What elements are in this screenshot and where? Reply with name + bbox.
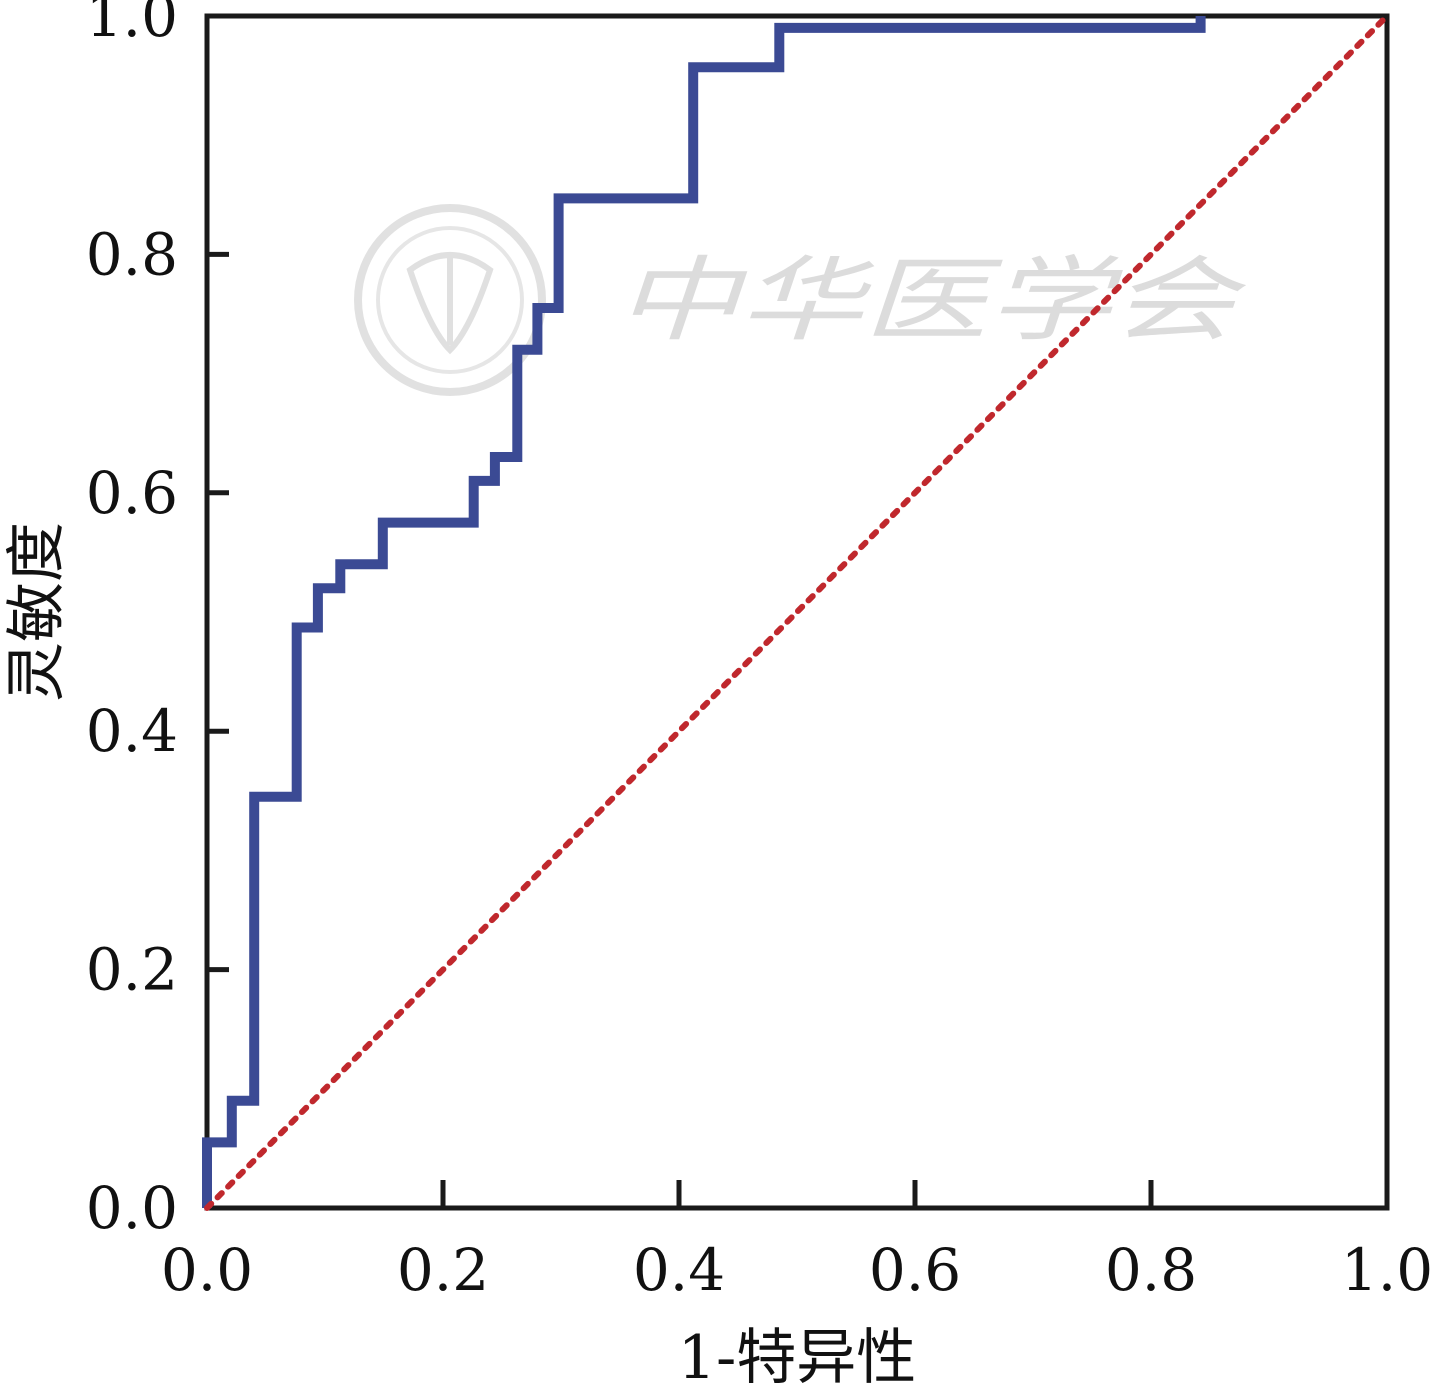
x-tick-label-1: 0.2 [397,1236,489,1304]
y-tick-label-3: 0.6 [86,459,178,527]
y-tick-label-4: 0.8 [86,220,178,288]
plot-frame [204,13,1390,1211]
series-1-line [204,13,1390,1211]
y-axis-tick-labels: 0.0 0.2 0.4 0.6 0.8 1.0 [86,0,178,1242]
watermark-text: 中华医学会 [615,247,1247,354]
x-tick-label-5: 1.0 [1341,1236,1433,1304]
y-axis-title: 灵敏度 [2,522,72,702]
y-tick-label-1: 0.2 [86,936,178,1004]
x-tick-label-4: 0.8 [1105,1236,1197,1304]
series-0-line [202,16,1206,1208]
watermark-seal-icon [354,204,546,396]
x-axis-ticks [440,1180,1154,1208]
y-tick-label-2: 0.4 [86,697,178,765]
y-axis-ticks [207,251,229,973]
x-tick-label-0: 0.0 [161,1236,253,1304]
x-axis-title: 1-特异性 [678,1323,916,1385]
x-axis-tick-labels: 0.0 0.2 0.4 0.6 0.8 1.0 [161,1236,1433,1304]
series-layer [202,13,1390,1211]
y-tick-label-0: 0.0 [86,1174,178,1242]
x-tick-label-2: 0.4 [633,1236,725,1304]
x-tick-label-3: 0.6 [869,1236,961,1304]
y-tick-label-5: 1.0 [86,0,178,50]
watermark: 中华医学会 [354,204,1247,396]
